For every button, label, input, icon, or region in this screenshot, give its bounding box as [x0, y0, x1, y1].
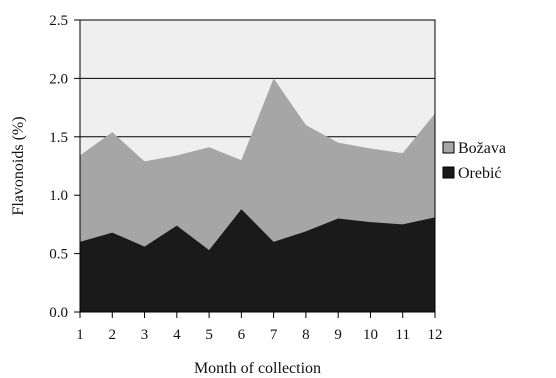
y-tick-label: 0.0: [49, 305, 68, 321]
y-tick-label: 1.5: [49, 130, 68, 146]
x-tick-label: 11: [396, 327, 410, 343]
x-tick-label: 5: [205, 327, 213, 343]
x-tick-label: 3: [141, 327, 149, 343]
x-tick-label: 2: [109, 327, 117, 343]
x-tick-label: 1: [76, 327, 84, 343]
legend-swatch: [442, 166, 455, 179]
x-axis-title: Month of collection: [194, 360, 321, 377]
area-series: [80, 78, 435, 313]
axes: 0.00.51.01.52.02.51 2 3 4 5 6 7 8 9 10 11 12: [49, 13, 442, 343]
legend-label: Orebić: [458, 165, 502, 182]
x-tick-label: 8: [302, 327, 310, 343]
legend: Božava Orebić: [442, 140, 506, 182]
legend-label: Božava: [458, 140, 506, 157]
area-series-2: [80, 209, 435, 312]
x-tick-label: 9: [334, 327, 342, 343]
y-tick-label: 1.0: [49, 188, 68, 204]
x-tick-label: 4: [173, 327, 181, 343]
y-tick-label: 0.5: [49, 247, 68, 263]
plot-frame: [79, 19, 436, 313]
y-tick-label: 2.5: [49, 13, 68, 29]
legend-swatch: [442, 141, 455, 154]
x-tick-label: 10: [363, 327, 378, 343]
x-tick-label: 6: [238, 327, 246, 343]
x-tick-label: 12: [428, 327, 443, 343]
y-tick-label: 2.0: [49, 71, 68, 87]
y-axis-title: Flavonoids (%): [10, 116, 27, 215]
x-tick-label: 7: [270, 327, 278, 343]
